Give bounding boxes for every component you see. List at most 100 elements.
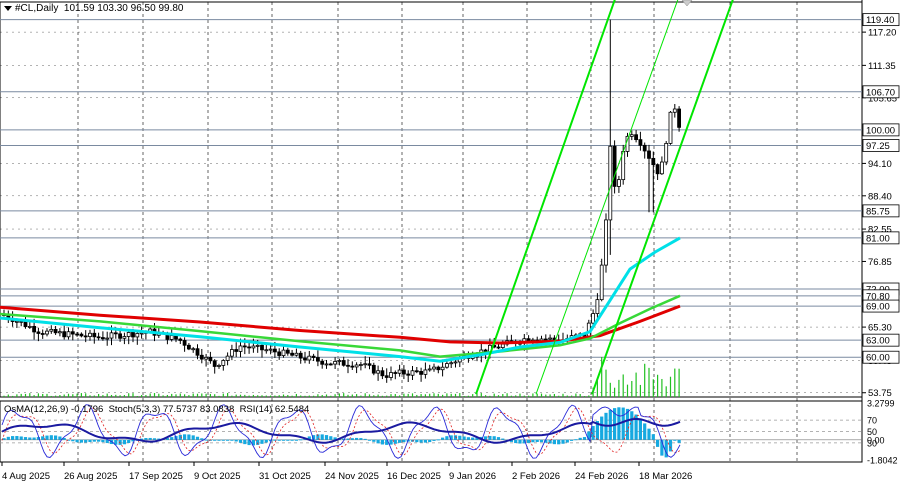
candles-group xyxy=(2,19,681,383)
time-axis-label: 18 Mar 2026 xyxy=(639,471,692,482)
symbol-menu-icon[interactable] xyxy=(4,5,12,11)
candle-body xyxy=(83,335,88,338)
candle-body xyxy=(290,352,295,356)
candle-body xyxy=(62,331,67,338)
level-label: 81.00 xyxy=(866,233,890,244)
osma-bar xyxy=(449,435,453,440)
time-axis-label: 17 Sep 2025 xyxy=(129,471,183,482)
osma-bar xyxy=(587,431,591,440)
candle-body xyxy=(599,264,604,301)
candle-body xyxy=(397,369,402,374)
candle-body xyxy=(496,346,501,349)
osma-bar xyxy=(316,434,320,440)
candle-body xyxy=(440,366,445,371)
osma-bar xyxy=(75,439,79,443)
stoch-signal-line xyxy=(1,407,681,456)
candle-body xyxy=(225,355,230,361)
candle-body xyxy=(367,363,372,366)
candle-body xyxy=(548,337,552,340)
osma-bar xyxy=(127,439,131,444)
indicator-header: OsMA(12,26,9) -0.1796 Stoch(5,3,3) 77.57… xyxy=(4,404,309,415)
osma-bar xyxy=(376,439,380,444)
osma-bar xyxy=(535,439,539,442)
osma-bar xyxy=(570,439,574,441)
osma-bar xyxy=(49,435,53,440)
indicator-axis-label: -1.8042 xyxy=(867,456,898,466)
osma-bar xyxy=(638,418,642,440)
candle-body xyxy=(595,299,600,314)
candle-body xyxy=(199,354,204,360)
candle-body xyxy=(371,364,376,374)
osma-bar xyxy=(307,436,311,440)
indicator-axis-label: 0.00 xyxy=(867,435,885,445)
osma-bar xyxy=(324,435,329,440)
osma-bar xyxy=(514,439,518,444)
candle-body xyxy=(122,336,127,339)
time-axis-label: 26 Aug 2025 xyxy=(64,471,117,482)
osma-bar xyxy=(191,435,195,440)
candle-body xyxy=(642,144,647,152)
osma-bar xyxy=(393,439,397,444)
candle-body xyxy=(281,349,286,356)
candle-body xyxy=(672,108,677,113)
channel-middle-line xyxy=(535,0,679,395)
osma-bar xyxy=(630,411,634,440)
price-tick-label: 53.75 xyxy=(868,388,892,399)
osma-bar xyxy=(445,436,449,440)
osma-bar xyxy=(256,439,260,445)
osma-bar xyxy=(157,438,161,440)
ema-mid-line xyxy=(0,294,681,358)
osma-bar xyxy=(238,439,243,443)
osma-bar xyxy=(11,436,15,440)
level-label-box xyxy=(862,231,900,245)
osma-bar xyxy=(389,439,393,445)
candle-body xyxy=(298,352,303,359)
osma-bar xyxy=(419,439,423,443)
osma-bar xyxy=(656,439,660,447)
candle-body xyxy=(229,349,234,357)
stoch-label: Stoch(5,3,3) 77.5737 83.0838 xyxy=(108,404,235,415)
osma-bar xyxy=(79,439,83,443)
osma-bar xyxy=(333,437,337,440)
channel-lower-line xyxy=(591,0,734,395)
osma-bar xyxy=(643,423,647,440)
osma-bar xyxy=(660,439,664,456)
candle-body xyxy=(406,373,411,376)
candle-body xyxy=(500,343,505,348)
candle-body xyxy=(634,134,638,141)
candle-body xyxy=(677,108,681,128)
candle-body xyxy=(101,337,105,340)
osma-bar xyxy=(88,439,92,443)
price-tick-label: 65.30 xyxy=(868,323,892,334)
candle-body xyxy=(204,356,209,360)
osma-bar xyxy=(621,407,625,440)
osma-bar xyxy=(277,439,281,441)
osma-bar xyxy=(346,438,350,440)
osma-bar xyxy=(423,439,427,443)
osma-bar xyxy=(518,439,522,444)
candle-body xyxy=(380,370,385,377)
price-tick-label: 105.65 xyxy=(868,93,897,104)
osma-bar xyxy=(213,439,217,441)
candle-body xyxy=(453,361,458,364)
candle-body xyxy=(255,344,260,347)
osma-bar xyxy=(544,439,548,443)
candle-body xyxy=(118,333,122,339)
candle-body xyxy=(660,161,664,175)
osma-bar xyxy=(552,439,556,445)
osma-bar xyxy=(509,439,513,442)
osma-bar xyxy=(436,439,440,441)
indicator-axis-label: 50 xyxy=(867,427,877,437)
candle-body xyxy=(612,145,617,187)
osma-bar xyxy=(634,414,638,440)
price-tick-label: 88.40 xyxy=(868,191,892,202)
candle-body xyxy=(346,364,350,367)
osma-bar xyxy=(539,439,544,443)
time-axis-label: 4 Aug 2025 xyxy=(2,471,50,482)
osma-bar xyxy=(578,437,582,440)
osma-bar xyxy=(114,439,118,445)
candle-body xyxy=(526,338,531,341)
osma-bar xyxy=(62,438,66,440)
